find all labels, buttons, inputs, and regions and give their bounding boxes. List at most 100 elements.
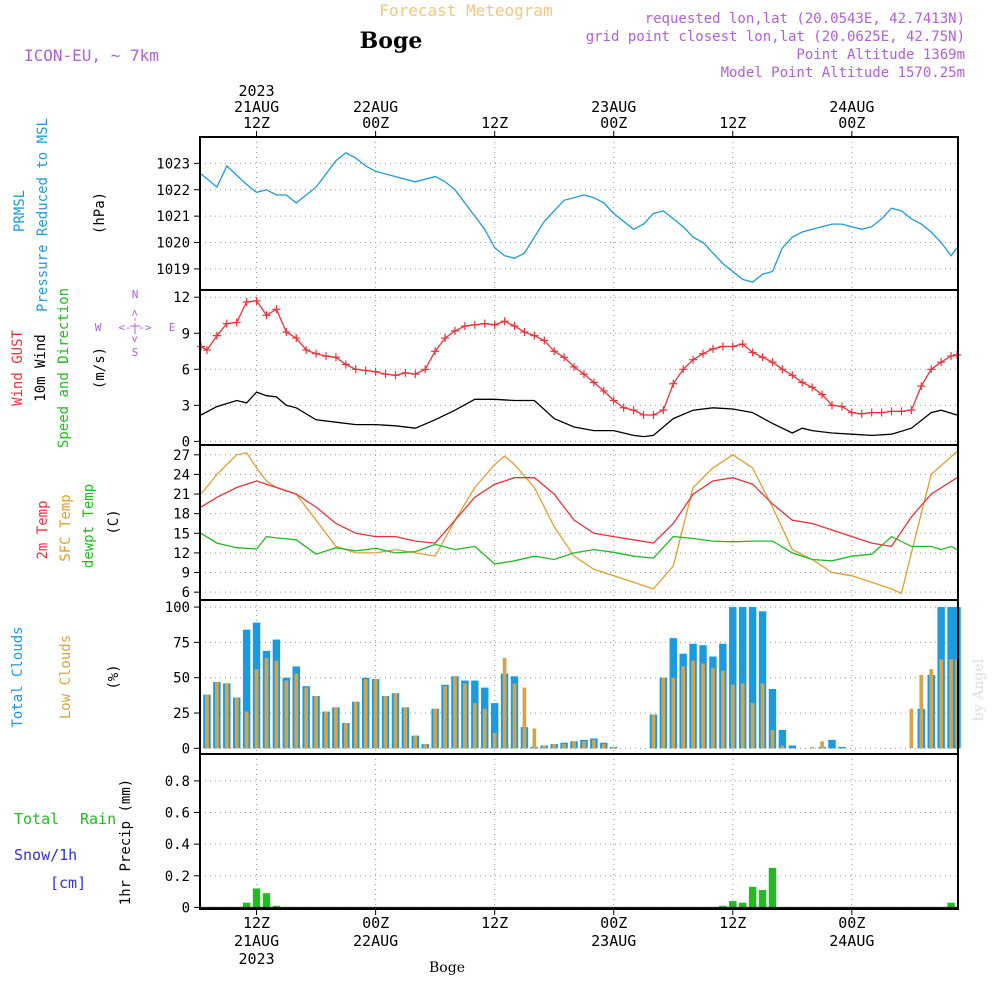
precip-y-tick-label: 0	[182, 900, 190, 916]
temp-y-tick-label: 9	[182, 566, 190, 582]
gust-marker	[222, 319, 231, 328]
low-cloud-bar	[780, 745, 785, 749]
pressure-line	[200, 152, 958, 283]
time-label-top: 21AUG	[234, 98, 279, 116]
wind-compass: N S W E <-|-> <-|->	[95, 288, 176, 359]
time-label-bottom: 12Z	[719, 914, 746, 932]
rain-bar	[738, 902, 747, 908]
gust-marker	[341, 360, 350, 369]
gust-marker	[669, 379, 678, 388]
low-cloud-bar	[681, 666, 686, 749]
low-cloud-bar	[939, 659, 943, 749]
low-cloud-bar	[810, 746, 815, 749]
product-title: Forecast Meteogram	[379, 1, 552, 20]
clouds-y-tick-label: 75	[173, 635, 190, 651]
pressure-unit: (hPa)	[92, 192, 108, 234]
total-cloud-bar	[758, 611, 767, 749]
gust-marker	[302, 346, 311, 355]
low-cloud-bar	[205, 694, 209, 749]
gust-label: Wind GUST	[10, 330, 26, 406]
gust-marker	[699, 349, 708, 358]
low-cloud-bar	[740, 683, 745, 749]
t2m-label: 2m Temp	[35, 500, 51, 559]
gust-marker	[927, 365, 936, 374]
gust-marker	[679, 365, 688, 374]
temp-unit: (C)	[106, 509, 122, 534]
wind-y-tick-label: 6	[182, 362, 190, 378]
low-cloud-bar	[532, 728, 537, 749]
gust-marker	[212, 331, 221, 340]
gust-marker	[480, 319, 489, 328]
gust-marker	[847, 408, 856, 417]
time-label-top: 12Z	[719, 114, 746, 132]
clouds-y-tick-label: 100	[165, 600, 190, 616]
rain-bar	[719, 905, 727, 908]
time-label-bottom: 12Z	[481, 914, 508, 932]
compass-east: E	[169, 321, 176, 334]
gust-marker	[748, 348, 757, 357]
low-cloud-bar	[909, 708, 914, 749]
gust-marker	[589, 378, 598, 387]
low-cloud-bar	[453, 676, 457, 749]
time-label-top: 12Z	[243, 114, 270, 132]
gust-marker	[907, 406, 916, 415]
low-cloud-bar	[949, 659, 953, 749]
low-cloud-bar	[423, 744, 428, 749]
compass-south: S	[132, 346, 139, 359]
gust-marker	[322, 352, 331, 361]
precip-total-label: Total	[14, 810, 59, 828]
low-cloud-bar	[770, 729, 775, 749]
gust-marker	[361, 366, 370, 375]
gust-marker	[619, 403, 628, 412]
low-cloud-bar	[304, 687, 309, 749]
wind-y-tick-label: 12	[173, 290, 190, 306]
total-cloud-bar	[729, 607, 737, 749]
low-cloud-bar	[393, 693, 398, 749]
precip-y-tick-label: 0.6	[165, 806, 190, 822]
compass-west: W	[95, 321, 102, 334]
wind-panel: 0 3 6 9 12	[173, 290, 962, 450]
rain-bar	[242, 902, 251, 908]
gust-marker	[371, 367, 380, 376]
gust-marker	[431, 347, 440, 356]
low-cloud-bar	[353, 701, 358, 749]
low-cloud-bar	[522, 687, 527, 749]
low-cloud-bar	[730, 684, 735, 749]
gust-marker	[540, 336, 549, 345]
low-cloud-bar	[463, 683, 467, 749]
temp-y-tick-label: 21	[173, 487, 190, 503]
low-cloud-bar	[314, 696, 318, 749]
low-cloud-bar	[691, 660, 695, 749]
temp-y-tick-label: 6	[182, 585, 190, 601]
pressure-label-2: Pressure Reduced to MSL	[35, 118, 51, 312]
wind-unit: (m/s)	[92, 347, 108, 389]
gust-marker	[649, 410, 658, 419]
precip-panel: 0 0.2 0.4 0.6 0.8	[165, 754, 958, 916]
location-title: Boge	[360, 28, 423, 54]
time-label-top: 2023	[238, 82, 274, 100]
gust-marker	[887, 407, 896, 416]
gust-marker	[570, 362, 579, 371]
gust-marker	[837, 402, 846, 411]
total-cloud-bar	[748, 607, 757, 749]
pressure-y-tick-label: 1022	[156, 183, 190, 199]
gust-marker	[738, 340, 747, 349]
t2m-line	[200, 477, 958, 548]
time-label-bottom: 23AUG	[591, 932, 636, 950]
low-cloud-bar	[224, 683, 229, 749]
low-cloud-bar	[383, 696, 388, 749]
time-label-top: 12Z	[481, 114, 508, 132]
gust-marker	[877, 408, 886, 417]
pressure-y-tick-label: 1019	[156, 262, 190, 278]
temp-y-tick-label: 27	[173, 448, 190, 464]
temp-y-tick-label: 24	[173, 467, 190, 483]
low-cloud-bar	[592, 739, 596, 749]
low-cloud-bar	[443, 686, 447, 749]
low-cloud-bar	[215, 681, 219, 749]
dewpoint-line	[200, 532, 958, 565]
gust-marker	[629, 406, 638, 415]
gust-marker	[818, 390, 827, 399]
rain-bar	[729, 901, 737, 908]
plot-area: 1019 1020 1021 1022 1023 0 3 6 9 12 6 9 12 15 18 21 24 27…	[156, 82, 962, 968]
total-cloud-bar	[838, 746, 846, 749]
